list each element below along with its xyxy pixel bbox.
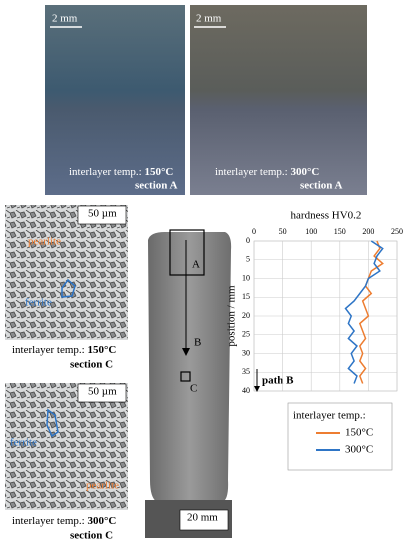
specimen <box>148 232 232 502</box>
x-tick-label: 250 <box>391 227 403 236</box>
chart: hardness HV0.2 position / mm path B inte… <box>226 210 393 471</box>
x-tick-label: 100 <box>305 227 317 236</box>
phase-label: ferrite <box>25 297 52 309</box>
caption: section A <box>135 180 178 192</box>
y-tick-label: 0 <box>246 236 250 245</box>
y-tick-label: 30 <box>242 348 250 357</box>
data-line <box>358 240 384 384</box>
y-tick-label: 40 <box>242 386 250 395</box>
macrograph <box>190 5 367 195</box>
phase-label: pearlite <box>86 480 119 492</box>
arrow-head <box>254 386 260 392</box>
legend-box <box>287 402 393 471</box>
y-tick-label: 5 <box>246 255 250 264</box>
data-line <box>344 240 384 384</box>
region-box <box>169 229 205 276</box>
macrograph <box>45 5 185 195</box>
y-tick-label: 20 <box>242 311 250 320</box>
x-tick-label: 0 <box>252 227 256 236</box>
x-tick-label: 50 <box>279 227 287 236</box>
scale-label: 50 µm <box>88 386 117 398</box>
y-tick-label: 35 <box>242 367 250 376</box>
x-tick-label: 200 <box>362 227 374 236</box>
caption: section C <box>70 359 113 371</box>
outline <box>61 278 76 298</box>
caption-box <box>5 510 128 543</box>
marker: A <box>192 259 200 271</box>
caption: section A <box>300 180 343 192</box>
caption: section C <box>70 530 113 542</box>
marker: C <box>190 383 197 395</box>
caption: interlayer temp.: 150°C <box>12 344 116 356</box>
annotation: path B <box>262 375 294 387</box>
phase-label: ferrite <box>10 437 37 449</box>
legend-label: 300°C <box>345 444 373 456</box>
scale-label: 20 mm <box>187 512 218 524</box>
caption: interlayer temp.: 150°C <box>69 166 173 178</box>
caption-box <box>5 340 128 372</box>
caption: interlayer temp.: 300°C <box>215 166 319 178</box>
caption: interlayer temp.: 300°C <box>12 515 116 527</box>
scale-box <box>77 205 127 225</box>
legend-label: 150°C <box>345 427 373 439</box>
axis-label: position / mm <box>226 285 238 347</box>
arrow-head <box>182 348 190 356</box>
y-tick-label: 10 <box>242 273 250 282</box>
y-tick-label: 25 <box>242 330 250 339</box>
phase-label: pearlite <box>28 236 61 248</box>
scale-box <box>179 509 229 531</box>
scale-box <box>77 383 127 403</box>
y-tick-label: 15 <box>242 292 250 301</box>
marker: B <box>194 337 201 349</box>
region-box <box>180 371 191 382</box>
scale-label: 2 mm <box>196 13 222 25</box>
legend-title: interlayer temp.: <box>293 410 366 422</box>
outline <box>46 408 59 438</box>
scale-label: 2 mm <box>52 13 78 25</box>
chart-title: hardness HV0.2 <box>291 210 362 222</box>
scale-label: 50 µm <box>88 208 117 220</box>
x-tick-label: 150 <box>334 227 346 236</box>
